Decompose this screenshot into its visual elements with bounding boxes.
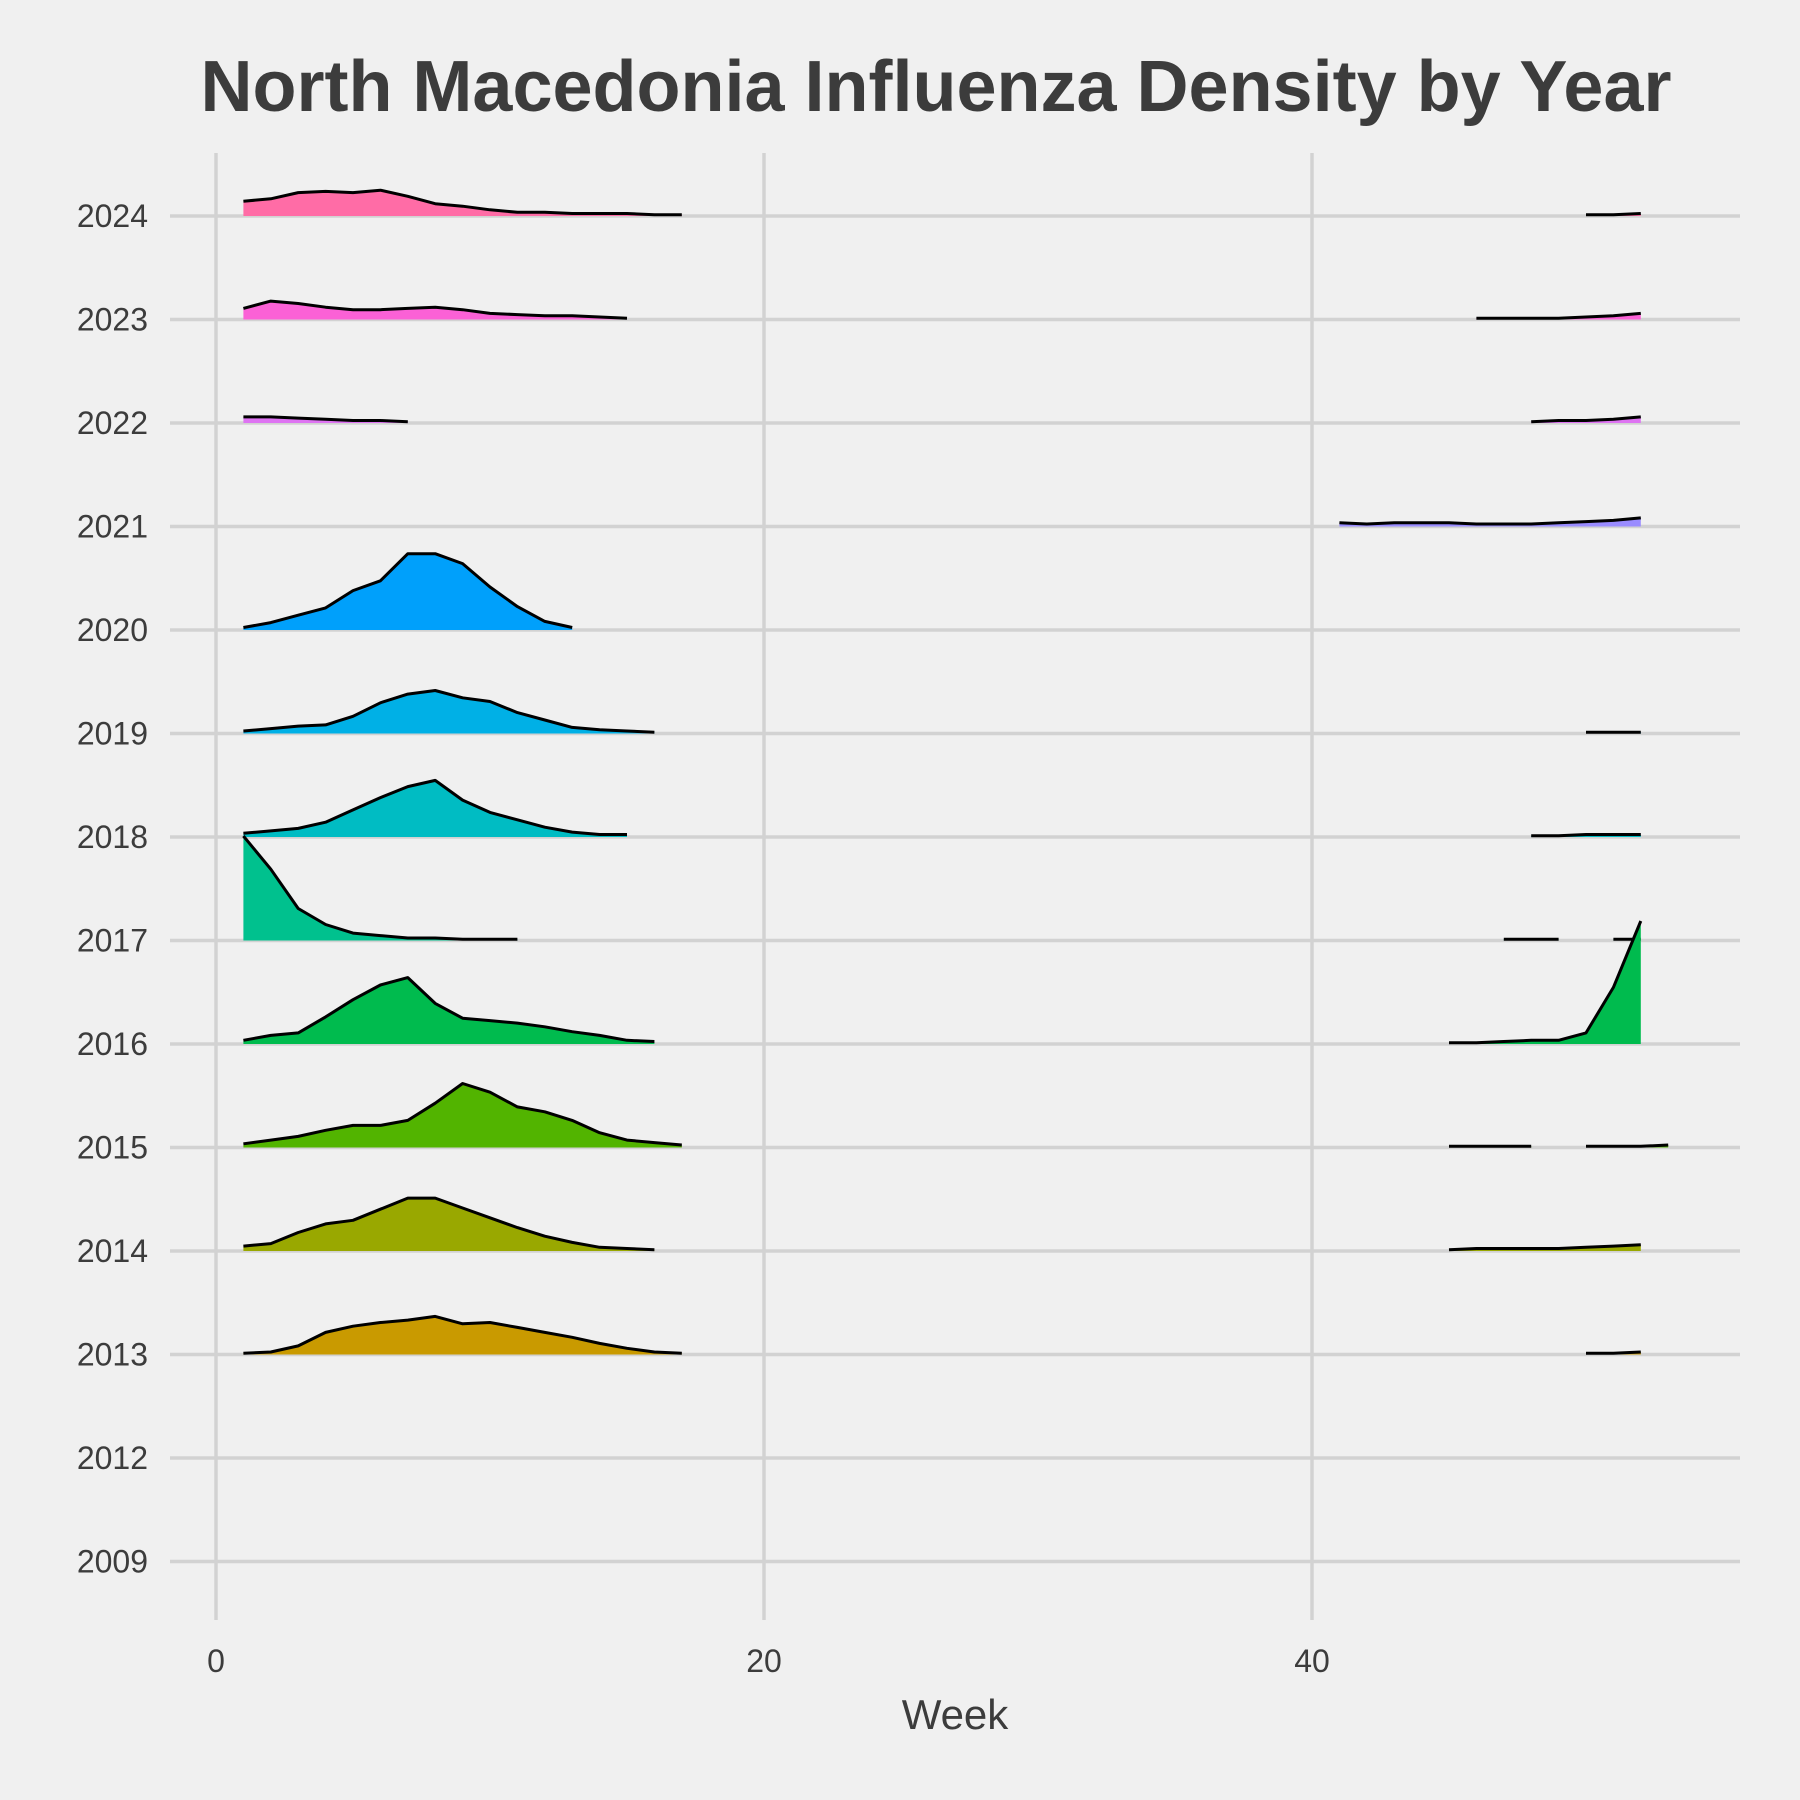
x-tick-label: 20: [746, 1643, 782, 1679]
ridge-line: [1339, 516, 1641, 526]
ridge-2021: [1339, 516, 1641, 527]
ridges: [242, 188, 1669, 1355]
ridge-2018: [243, 778, 1641, 838]
ridge-area: [243, 301, 627, 320]
ridge-line: [1449, 920, 1643, 1045]
ridge-line: [243, 1196, 655, 1252]
ridge-area: [243, 1083, 682, 1148]
ridge-line: [1586, 212, 1641, 217]
ridge-2023: [243, 299, 1641, 320]
ridge-2022: [243, 415, 1641, 424]
y-tick-label: 2017: [77, 923, 148, 959]
x-tick-label: 0: [207, 1643, 225, 1679]
ridge-line: [243, 976, 655, 1043]
ridge-line: [243, 778, 627, 836]
y-tick-label: 2023: [77, 302, 148, 338]
ridge-line: [243, 1082, 682, 1147]
ridge-2019: [243, 689, 1641, 734]
ridge-2020: [243, 552, 573, 630]
ridge-2013: [243, 1314, 1641, 1355]
chart-title: North Macedonia Influenza Density by Yea…: [200, 47, 1671, 127]
ridge-area: [243, 553, 573, 630]
ridge-line: [243, 188, 682, 217]
ridge-line: [243, 689, 655, 734]
ridge-area: [243, 190, 682, 216]
y-tick-label: 2018: [77, 819, 148, 855]
ridge-2014: [243, 1196, 1641, 1252]
ridge-area: [1339, 517, 1641, 527]
ridge-2016: [243, 920, 1643, 1045]
ridge-line: [1448, 1243, 1641, 1252]
ridge-line: [243, 299, 628, 320]
y-tick-label: 2024: [77, 198, 148, 234]
ridge-area: [243, 780, 627, 837]
ridge-line: [1586, 1143, 1669, 1148]
x-tick-label: 40: [1294, 1643, 1330, 1679]
y-tick-label: 2021: [77, 509, 148, 545]
ridge-2017: [242, 835, 1641, 941]
ridge-line: [243, 1314, 682, 1355]
y-tick-label: 2014: [77, 1233, 148, 1269]
y-tick-label: 2020: [77, 612, 148, 648]
y-tick-label: 2022: [77, 405, 148, 441]
ridge-line: [243, 552, 573, 629]
ridge-2024: [243, 188, 1641, 217]
tick-labels: 0 20 40 2009 2012 2013 2014 2015 2016 2017 2018 201…: [77, 198, 1330, 1679]
y-tick-label: 2019: [77, 716, 148, 752]
ridge-line: [243, 415, 408, 424]
ridge-area: [1449, 921, 1641, 1044]
ridge-2015: [243, 1082, 1669, 1148]
ridge-line: [242, 835, 518, 941]
y-tick-label: 2015: [77, 1130, 148, 1166]
ridge-area: [243, 836, 518, 941]
ridge-line: [1586, 1350, 1641, 1355]
ridge-area: [1476, 313, 1641, 320]
ridge-area: [243, 1316, 682, 1355]
ridge-line: [1476, 311, 1641, 320]
y-tick-label: 2012: [77, 1440, 148, 1476]
ridge-line: [1531, 833, 1641, 838]
ridge-area: [243, 977, 655, 1044]
x-axis-title: Week: [902, 1691, 1010, 1738]
ridge-line: [1531, 415, 1641, 424]
y-tick-label: 2016: [77, 1026, 148, 1062]
y-tick-label: 2009: [77, 1544, 148, 1580]
y-tick-label: 2013: [77, 1337, 148, 1373]
